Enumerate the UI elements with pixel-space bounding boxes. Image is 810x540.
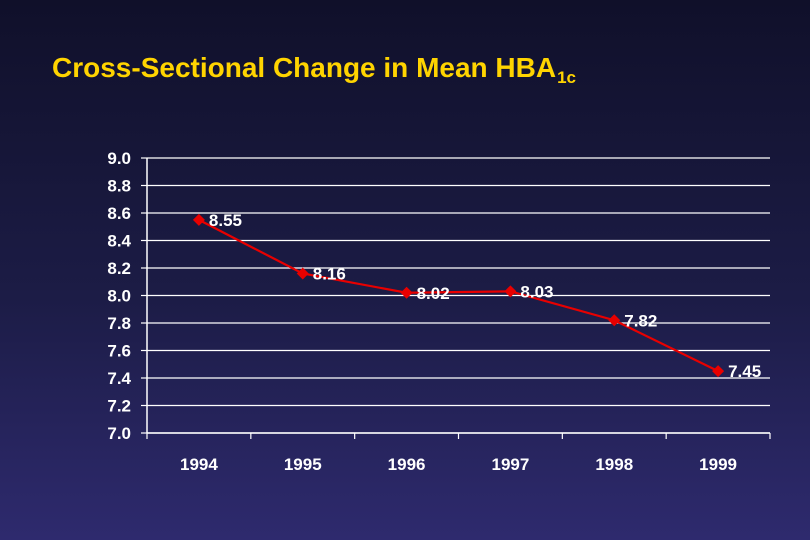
y-tick-labels: 7.0 7.2 7.4 7.6 7.8 8.0 8.2 8.4 8.6 8.8 9.0 (107, 149, 131, 443)
data-point-1997 (504, 285, 517, 298)
data-label-1994: 8.55 (209, 211, 242, 230)
axes (141, 157, 771, 439)
series-line-layer (198, 218, 719, 373)
x-tick-labels: 1994 1995 1996 1997 1998 1999 (180, 455, 737, 474)
data-label-1995: 8.16 (313, 265, 346, 284)
x-tick-label-1996: 1996 (388, 455, 426, 474)
series-line-0 (198, 218, 719, 373)
gridlines (147, 157, 770, 434)
data-label-1996: 8.02 (417, 284, 450, 303)
y-tick-label-8.4: 8.4 (107, 232, 131, 251)
data-markers (192, 213, 725, 378)
y-tick-label-8.0: 8.0 (107, 287, 131, 306)
x-tick-label-1994: 1994 (180, 455, 218, 474)
data-label-1998: 7.82 (624, 311, 657, 330)
data-label-1997: 8.03 (520, 282, 553, 301)
data-point-1994 (192, 213, 205, 226)
y-tick-label-8.8: 8.8 (107, 177, 131, 196)
y-tick-label-7.4: 7.4 (107, 369, 131, 388)
chart-title-main: Cross-Sectional Change in Mean HBA (52, 52, 557, 83)
y-tick-label-7.6: 7.6 (107, 342, 131, 361)
y-tick-label-7.0: 7.0 (107, 424, 131, 443)
chart-title-subscript: 1c (557, 68, 577, 87)
data-point-1995 (296, 267, 309, 280)
data-label-1999: 7.45 (728, 362, 761, 381)
y-tick-label-8.2: 8.2 (107, 259, 131, 278)
data-point-1999 (712, 365, 725, 378)
x-tick-label-1997: 1997 (492, 455, 530, 474)
chart-title: Cross-Sectional Change in Mean HBA1c (52, 52, 576, 88)
data-point-1998 (608, 314, 621, 327)
x-tick-label-1995: 1995 (284, 455, 322, 474)
x-tick-label-1998: 1998 (595, 455, 633, 474)
y-tick-label-7.8: 7.8 (107, 314, 131, 333)
y-tick-label-7.2: 7.2 (107, 397, 131, 416)
y-tick-label-9.0: 9.0 (107, 149, 131, 168)
data-point-1996 (400, 286, 413, 299)
data-labels: 8.55 8.16 8.02 8.03 7.82 7.45 (209, 211, 761, 381)
x-tick-label-1999: 1999 (699, 455, 737, 474)
y-tick-label-8.6: 8.6 (107, 204, 131, 223)
